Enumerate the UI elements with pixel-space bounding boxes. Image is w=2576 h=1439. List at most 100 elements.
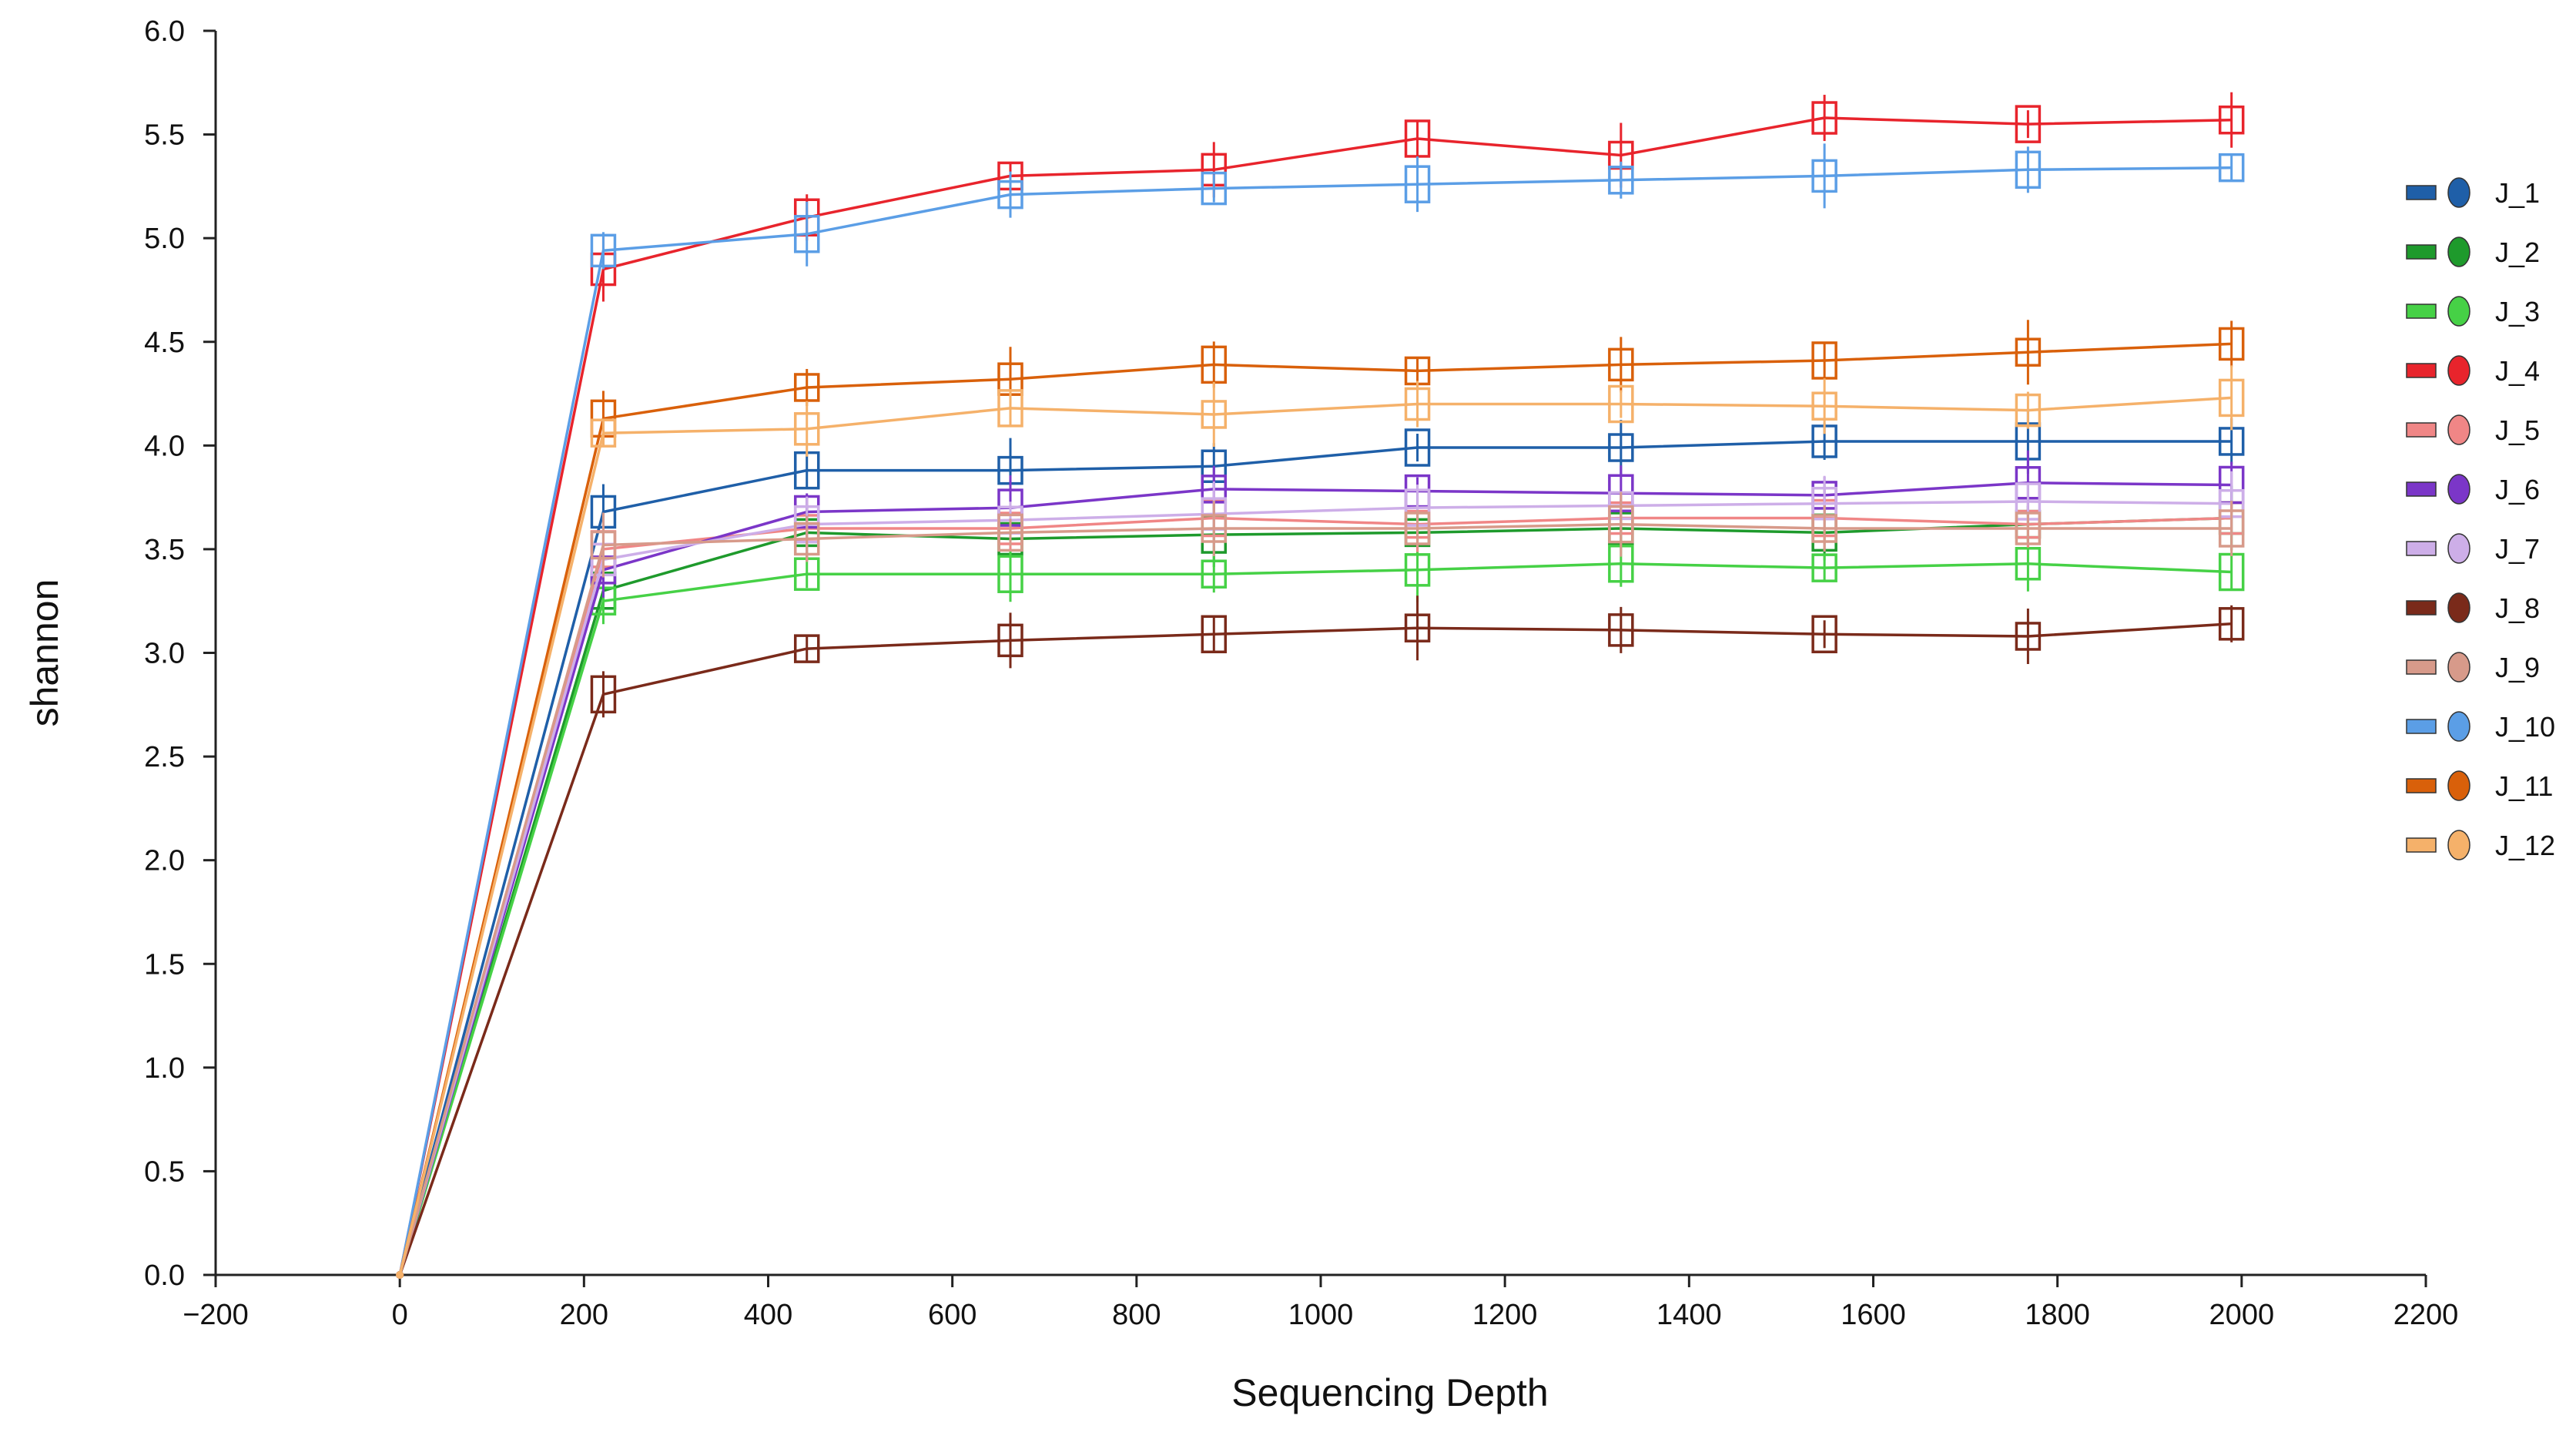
y-tick-label: 5.0 xyxy=(144,223,185,255)
legend-swatch xyxy=(2406,363,2437,378)
legend-item-j-4: J_4 xyxy=(2406,355,2540,387)
data-point xyxy=(2015,150,2042,190)
y-tick-label: 4.5 xyxy=(144,327,185,359)
series-line xyxy=(398,562,2232,1276)
x-tick-label: 0 xyxy=(392,1299,408,1331)
data-point xyxy=(2218,509,2245,548)
legend-item-j-6: J_6 xyxy=(2406,474,2540,505)
series-j-9 xyxy=(396,491,2245,1279)
data-point xyxy=(1608,347,1634,382)
data-point xyxy=(1811,391,1837,421)
legend-swatch xyxy=(2406,600,2437,616)
y-tick-label: 2.5 xyxy=(144,741,185,773)
y-tick-label: 0.0 xyxy=(144,1260,185,1292)
y-tick-label: 1.0 xyxy=(144,1052,185,1085)
x-tick-label: 200 xyxy=(560,1299,608,1331)
legend-item-j-3: J_3 xyxy=(2406,296,2540,327)
data-point xyxy=(590,530,617,560)
data-point xyxy=(1608,433,1634,462)
data-point xyxy=(1201,559,1228,589)
legend-swatch xyxy=(2406,659,2437,675)
x-tick-label: 2000 xyxy=(2209,1299,2275,1331)
x-tick-label: 800 xyxy=(1112,1299,1161,1331)
data-point xyxy=(793,215,820,253)
data-point xyxy=(1404,119,1431,158)
data-point xyxy=(1404,428,1431,467)
legend-marker xyxy=(2447,355,2470,386)
data-point xyxy=(1201,615,1228,654)
legend-swatch xyxy=(2406,304,2437,319)
data-point xyxy=(2218,607,2245,641)
legend-marker xyxy=(2447,770,2470,801)
legend-item-j-11: J_11 xyxy=(2406,770,2553,802)
x-tick-label: 1800 xyxy=(2025,1299,2090,1331)
legend-swatch xyxy=(2406,481,2437,497)
legend-label: J_2 xyxy=(2495,236,2540,268)
legend-item-j-2: J_2 xyxy=(2406,236,2540,268)
legend-swatch xyxy=(2406,719,2437,734)
series-line xyxy=(398,396,2232,1276)
legend-swatch xyxy=(2406,837,2437,853)
legend-item-j-9: J_9 xyxy=(2406,652,2540,683)
legend-marker xyxy=(2447,236,2470,267)
data-point xyxy=(1404,553,1431,587)
data-point xyxy=(1608,166,1634,195)
series-line xyxy=(398,116,2232,1276)
series-j-2 xyxy=(396,485,2245,1279)
series-line xyxy=(398,481,2232,1276)
data-point xyxy=(1811,159,1837,193)
series-line xyxy=(398,622,2232,1276)
data-point xyxy=(793,634,820,663)
legend-label: J_5 xyxy=(2495,414,2540,446)
legend-label: J_8 xyxy=(2495,592,2540,624)
x-axis-title: Sequencing Depth xyxy=(1231,1371,1548,1414)
series-j-11 xyxy=(396,320,2245,1279)
legend-label: J_12 xyxy=(2495,830,2555,861)
data-point xyxy=(590,233,617,268)
data-point xyxy=(997,389,1023,428)
data-point xyxy=(1811,615,1837,654)
data-point xyxy=(2015,105,2042,143)
data-point xyxy=(1404,613,1431,642)
legend-swatch xyxy=(2406,778,2437,793)
legend-label: J_10 xyxy=(2495,711,2555,743)
legend-swatch xyxy=(2406,185,2437,200)
legend-item-j-8: J_8 xyxy=(2406,592,2540,624)
series-line xyxy=(398,516,2232,1276)
series-j-5 xyxy=(396,485,2245,1279)
series-line xyxy=(398,166,2232,1276)
x-tick-label: 400 xyxy=(744,1299,792,1331)
x-tick-label: 1000 xyxy=(1288,1299,1354,1331)
x-tick-label: −200 xyxy=(183,1299,249,1331)
legend-marker xyxy=(2447,533,2470,564)
legend-label: J_1 xyxy=(2495,177,2540,209)
data-point xyxy=(1201,171,1228,206)
legend-marker xyxy=(2447,474,2470,505)
data-point xyxy=(1404,165,1431,203)
legend-label: J_4 xyxy=(2495,355,2540,387)
data-point xyxy=(590,675,617,714)
data-point xyxy=(2015,512,2042,545)
x-tick-label: 600 xyxy=(928,1299,976,1331)
legend-item-j-12: J_12 xyxy=(2406,830,2555,861)
data-point xyxy=(396,1271,404,1279)
series-j-3 xyxy=(396,535,2245,1279)
data-point xyxy=(1811,553,1837,582)
legend-label: J_7 xyxy=(2495,533,2540,565)
legend-marker xyxy=(2447,592,2470,623)
axes: −200 0 200 400 600 800 1000 1200 1400 1600 1800 200… xyxy=(144,15,2458,1331)
legend-marker xyxy=(2447,177,2470,208)
legend-label: J_9 xyxy=(2495,652,2540,683)
legend-item-j-7: J_7 xyxy=(2406,533,2540,565)
series-lines xyxy=(396,92,2245,1279)
y-tick-label: 3.0 xyxy=(144,638,185,670)
data-point xyxy=(2218,153,2245,183)
data-point xyxy=(2218,327,2245,361)
legend-item-j-5: J_5 xyxy=(2406,414,2540,446)
legend-marker xyxy=(2447,414,2470,445)
series-j-12 xyxy=(396,365,2245,1279)
legend-marker xyxy=(2447,296,2470,327)
series-line xyxy=(398,500,2232,1276)
